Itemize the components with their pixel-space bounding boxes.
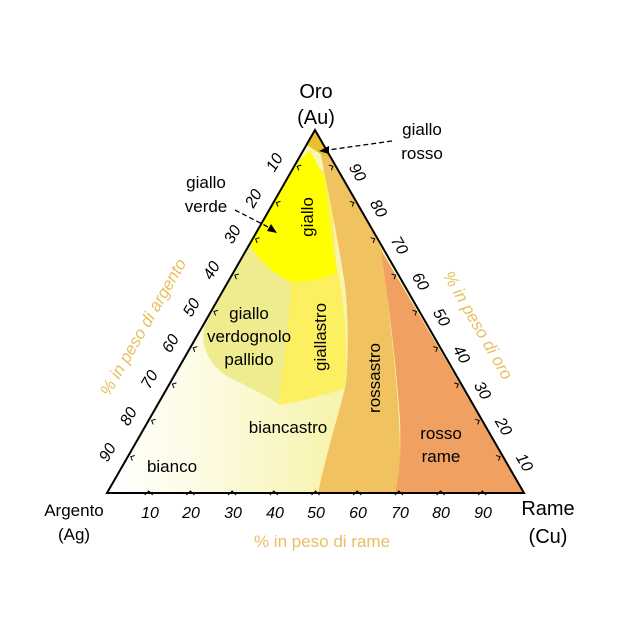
- tick-mark: [186, 490, 195, 496]
- tick-label: 90: [96, 441, 120, 465]
- tick-label: 40: [449, 343, 473, 367]
- composition-regions: [107, 130, 524, 493]
- tick-marks: [130, 164, 501, 496]
- arrowhead-icon: [319, 146, 329, 154]
- tick-mark: [352, 490, 362, 496]
- pointer-arrow-giallo-verde: [234, 209, 271, 229]
- tick-mark: [144, 490, 154, 496]
- label-line: pallido: [224, 350, 273, 369]
- tick-mark: [475, 418, 480, 425]
- label-giallo-verde: giallo verde: [185, 173, 228, 216]
- bottom-axis-title: % in peso di rame: [254, 532, 390, 551]
- vertex-argento: Argento (Ag): [44, 501, 104, 544]
- tick-label: 30: [470, 379, 494, 403]
- tick-mark: [349, 200, 355, 207]
- tick-label: 90: [345, 161, 369, 185]
- tick-label: 80: [432, 505, 450, 522]
- tick-label: 70: [391, 505, 409, 522]
- label-line: verdognolo: [207, 327, 291, 346]
- tick-label: 20: [491, 414, 515, 439]
- tick-mark: [150, 418, 156, 425]
- tick-label: 90: [474, 505, 492, 522]
- label-giallo: giallo: [298, 197, 317, 237]
- tick-mark: [171, 382, 177, 389]
- label-bianco: bianco: [147, 457, 197, 476]
- vertex-rame-name: Rame: [521, 498, 574, 520]
- tick-mark: [234, 273, 239, 280]
- tick-label: 30: [221, 223, 245, 247]
- tick-label: 40: [266, 505, 284, 522]
- tick-mark: [192, 346, 198, 352]
- tick-label: 60: [408, 270, 432, 294]
- tick-mark: [394, 490, 404, 496]
- vertex-argento-name: Argento: [44, 501, 104, 520]
- tick-label: 30: [224, 505, 242, 522]
- pointer-arrow-giallo-rosso: [327, 140, 393, 151]
- label-line: giallo: [186, 173, 226, 192]
- tick-label: 60: [159, 332, 183, 356]
- tick-mark: [311, 490, 320, 496]
- label-giallastro: giallastro: [311, 303, 330, 371]
- tick-label: 20: [242, 187, 266, 212]
- tick-mark: [130, 455, 135, 461]
- label-line: rosso: [401, 144, 443, 163]
- label-line: verde: [185, 197, 228, 216]
- tick-label: 80: [366, 197, 390, 221]
- vertex-rame: Rame (Cu): [521, 498, 574, 548]
- label-giallo-verdognolo-pallido: giallo verdognolo pallido: [207, 304, 291, 369]
- tick-label: 40: [200, 259, 224, 283]
- region-giallo: [250, 150, 337, 282]
- tick-mark: [412, 309, 418, 316]
- tick-mark: [454, 382, 459, 389]
- label-biancastro: biancastro: [249, 418, 327, 437]
- tick-mark: [328, 164, 334, 171]
- tick-label: 10: [263, 151, 287, 175]
- triangle-outline: [105, 127, 526, 494]
- label-rosso-rame: rosso rame: [420, 424, 462, 466]
- tick-label: 60: [349, 505, 367, 522]
- tick-label: 20: [181, 505, 200, 522]
- tick-label: 10: [141, 505, 159, 522]
- tick-mark: [391, 273, 397, 280]
- tick-label: 70: [387, 234, 411, 258]
- tick-label: 50: [307, 505, 325, 522]
- label-line: rosso: [420, 424, 462, 443]
- label-line: rame: [422, 447, 461, 466]
- label-rossastro: rossastro: [365, 343, 384, 413]
- bottom-tick-labels: 10 20 30 40 50 60 70 80 90: [141, 505, 492, 522]
- tick-mark: [254, 237, 260, 244]
- vertex-argento-symbol: (Ag): [58, 525, 90, 544]
- tick-mark: [269, 490, 279, 496]
- vertex-rame-symbol: (Cu): [529, 526, 568, 548]
- tick-mark: [436, 490, 445, 496]
- tick-label: 50: [180, 296, 204, 320]
- arrowhead-icon: [267, 224, 277, 233]
- tick-mark: [477, 490, 487, 496]
- tick-mark: [433, 346, 439, 352]
- tick-mark: [227, 490, 237, 496]
- tick-mark: [275, 200, 281, 207]
- right-tick-labels: 90 80 70 60 50 40 30 20 10: [345, 161, 536, 475]
- tick-mark: [296, 164, 302, 171]
- tick-label: 70: [138, 368, 162, 392]
- vertex-oro: Oro (Au): [297, 81, 335, 129]
- label-line: giallo: [229, 304, 269, 323]
- label-line: giallo: [402, 120, 442, 139]
- tick-label: 80: [117, 405, 141, 429]
- region-rossastro: [315, 130, 400, 493]
- tick-mark: [213, 309, 219, 316]
- label-giallo-rosso: giallo rosso: [401, 120, 443, 163]
- tick-label: 10: [512, 451, 536, 475]
- vertex-oro-symbol: (Au): [297, 107, 335, 129]
- vertex-oro-name: Oro: [299, 81, 332, 103]
- tick-mark: [495, 455, 501, 461]
- tick-mark: [370, 237, 376, 244]
- tick-label: 50: [429, 306, 453, 330]
